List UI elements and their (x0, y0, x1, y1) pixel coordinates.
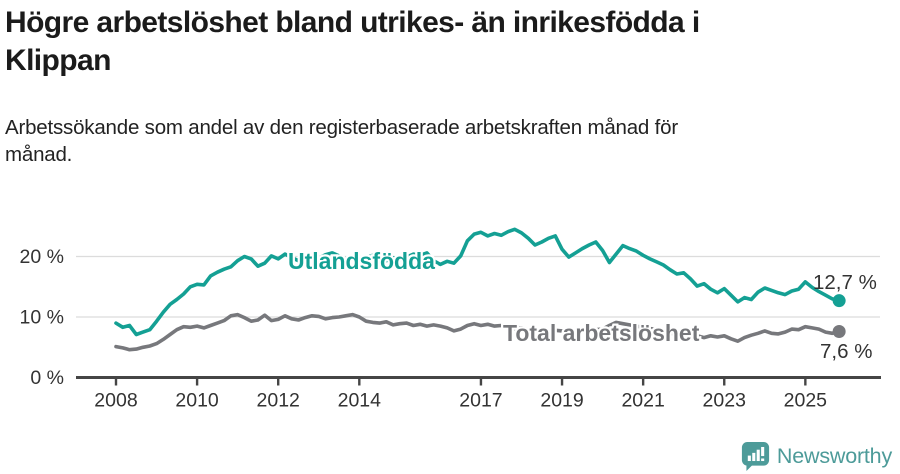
y-axis-tick-label: 10 % (20, 307, 64, 329)
series-end-value-total-arbetsloshet: 7,6 % (820, 340, 872, 363)
series-end-dot-utlandsfodda (832, 294, 846, 308)
series-label-total-arbetsloshet: Total arbetslöshet (503, 320, 700, 346)
x-axis-tick-label: 2008 (94, 390, 137, 412)
page-title: Högre arbetslöshet bland utrikes- än inr… (5, 6, 700, 77)
x-axis-tick-label: 2023 (703, 390, 746, 412)
x-axis-tick-label: 2010 (175, 390, 219, 412)
y-axis-tick-label: 20 % (20, 246, 64, 268)
unemployment-line-chart: 0 % 10 % 20 % 2008 2010 2012 2014 2017 2019 2021 2… (20, 227, 881, 412)
x-axis-tick-label: 2017 (459, 390, 502, 412)
page-subtitle: Arbetssökande som andel av den registerb… (5, 116, 678, 166)
y-axis-tick-label: 0 % (30, 367, 64, 389)
series-line-utlandsfodda (114, 227, 841, 337)
series-label-utlandsfodda: Utlandsfödda (288, 248, 435, 274)
series-line-total-arbetsloshet (114, 312, 841, 352)
x-axis-tick-label: 2012 (257, 390, 300, 412)
newsworthy-wordmark: Newsworthy (776, 443, 892, 468)
newsworthy-logo[interactable]: Newsworthy (741, 441, 892, 471)
x-axis-tick-label: 2014 (338, 390, 382, 412)
x-axis-tick-label: 2025 (784, 390, 828, 412)
x-axis-tick-label: 2021 (621, 390, 664, 412)
series-end-dot-total-arbetsloshet (832, 325, 846, 339)
series-end-value-utlandsfodda: 12,7 % (813, 271, 877, 294)
newsworthy-logo-icon (741, 441, 769, 471)
x-axis-tick-label: 2019 (540, 390, 583, 412)
